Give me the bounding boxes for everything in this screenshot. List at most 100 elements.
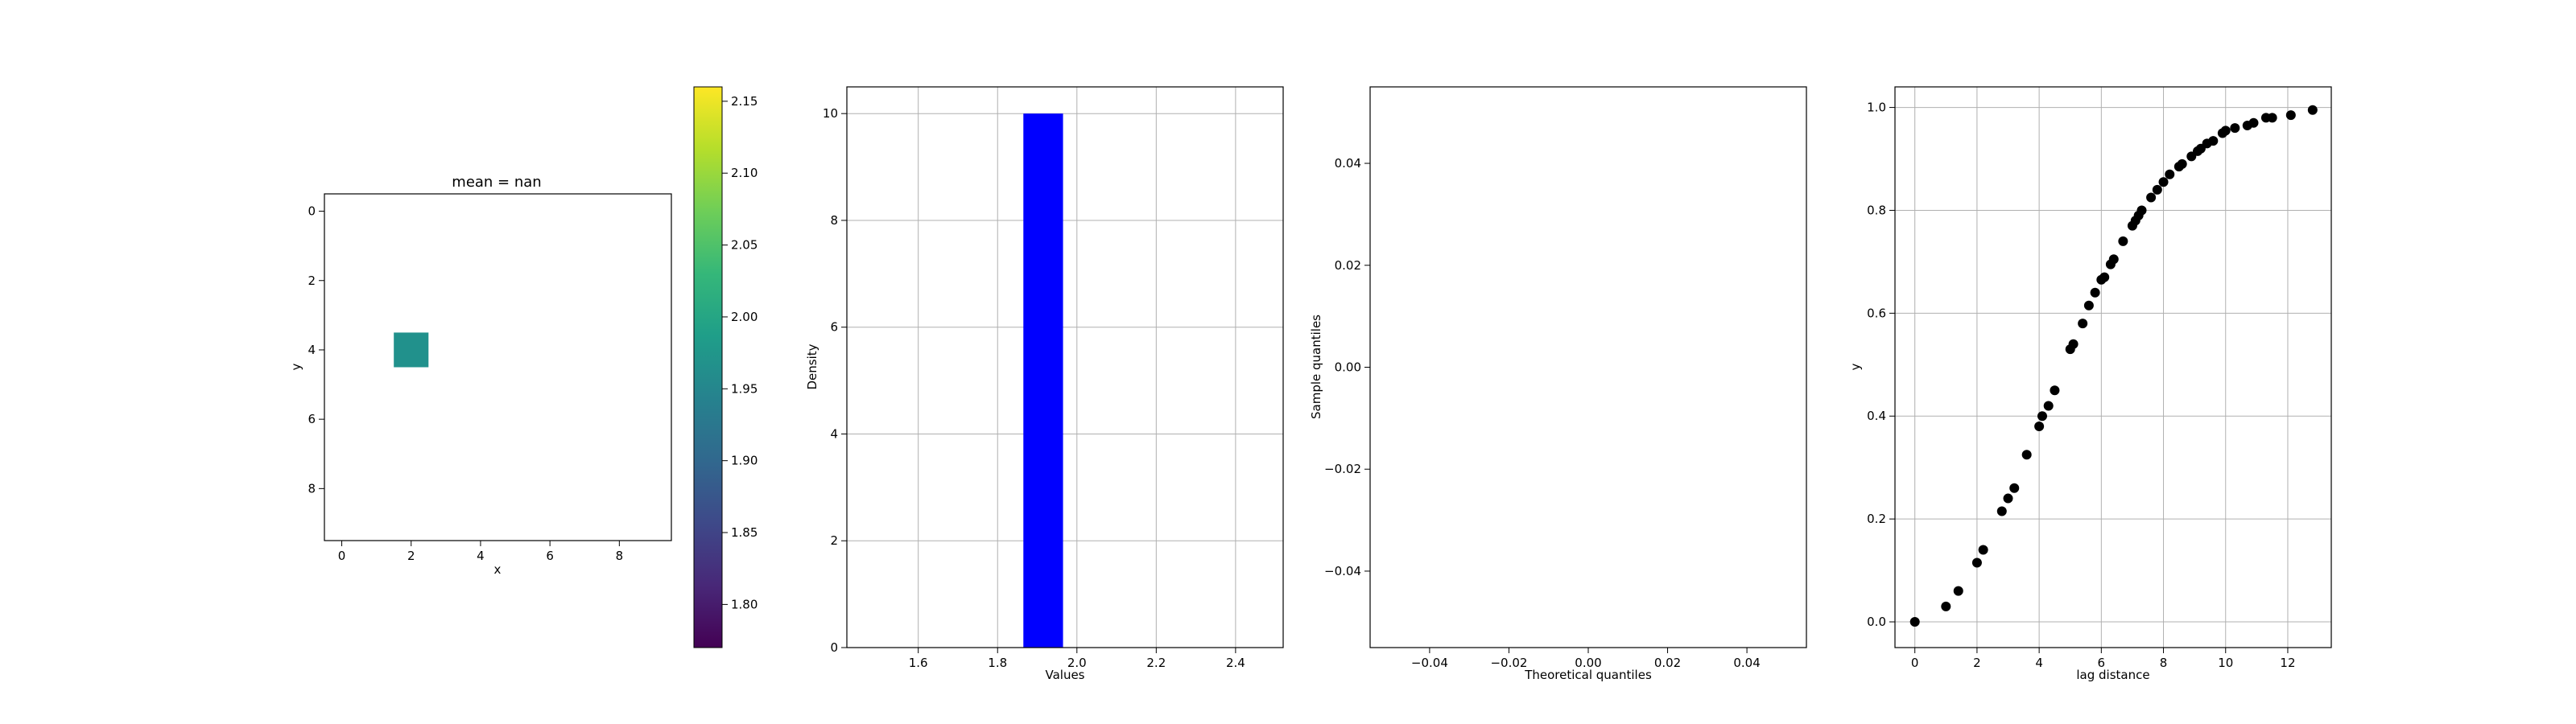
x-tick-label: −0.02 (1490, 656, 1527, 670)
x-tick-label: 6 (546, 549, 554, 563)
variogram-point (2083, 300, 2094, 311)
y-tick-label: 0.02 (1335, 258, 1361, 273)
variogram-point (2043, 401, 2054, 411)
heatmap-panel: mean = nan 0 2 4 6 8 0 2 4 6 8 x y (289, 174, 672, 577)
variogram-point (1978, 545, 1988, 555)
variogram-point (2208, 136, 2219, 146)
x-tick-label: 4 (477, 549, 485, 563)
colorbar-tick-label: 1.85 (731, 525, 758, 540)
y-tick-label: 0.4 (1867, 409, 1886, 423)
variogram-point (2267, 113, 2277, 123)
variogram-point (2118, 236, 2128, 246)
qq-xlabel: Theoretical quantiles (1524, 668, 1652, 682)
x-tick-label: 0.04 (1733, 656, 1760, 670)
x-tick-label: −0.04 (1411, 656, 1448, 670)
x-tick-label: 12 (2280, 656, 2295, 670)
y-tick-label: 8 (308, 481, 316, 496)
variogram-point (1953, 586, 1963, 596)
x-tick-label: 2.0 (1067, 656, 1087, 670)
colorbar-tick-label: 1.95 (731, 381, 758, 396)
variogram-ticks: 0 2 4 6 8 10 12 0.0 0.2 0.4 0.6 0.8 1.0 (1867, 101, 2295, 670)
y-tick-label: 0.04 (1335, 156, 1361, 171)
variogram-point (1996, 506, 2007, 516)
variogram-point (2136, 205, 2147, 216)
y-tick-label: 2 (830, 533, 838, 548)
variogram-point (2099, 272, 2110, 282)
variogram-point (2165, 169, 2175, 179)
x-tick-label: 1.8 (988, 656, 1007, 670)
y-tick-label: 0 (830, 640, 838, 655)
heatmap-ticks: 0 2 4 6 8 0 2 4 6 8 (308, 204, 623, 563)
histogram-xlabel: Values (1045, 668, 1084, 682)
colorbar-tick-label: 2.15 (731, 94, 758, 109)
variogram-point (1971, 557, 1982, 568)
y-tick-label: 4 (830, 426, 838, 441)
histogram-grid (847, 87, 1283, 648)
variogram-points (1909, 105, 2318, 627)
y-tick-label: 6 (308, 412, 316, 426)
x-tick-label: 2 (1973, 656, 1981, 670)
variogram-point (2108, 254, 2119, 265)
y-tick-label: −0.04 (1324, 564, 1361, 578)
heatmap-frame (324, 193, 672, 541)
variogram-point (2003, 493, 2013, 504)
x-tick-label: 0.00 (1575, 656, 1601, 670)
heatmap-cells (394, 332, 429, 368)
variogram-point (2037, 411, 2047, 422)
variogram-xlabel: lag distance (2076, 668, 2149, 682)
variogram-point (2078, 319, 2088, 329)
colorbar-tick-label: 2.10 (731, 166, 758, 180)
variogram-point (2050, 385, 2060, 396)
y-tick-label: −0.02 (1324, 462, 1361, 476)
variogram-point (2146, 192, 2157, 203)
y-tick-label: 4 (308, 343, 316, 357)
variogram-point (2307, 105, 2318, 115)
variogram-point (2177, 158, 2187, 169)
y-tick-label: 0.0 (1867, 615, 1886, 629)
y-tick-label: 0.8 (1867, 203, 1886, 217)
x-tick-label: 4 (2035, 656, 2043, 670)
variogram-ylabel: y (1848, 363, 1863, 370)
colorbar-tick-label: 2.00 (731, 310, 758, 324)
x-tick-label: 0.02 (1654, 656, 1681, 670)
y-tick-label: 2 (308, 274, 316, 288)
qq-frame (1369, 86, 1807, 648)
variogram-frame (1894, 86, 2332, 648)
heatmap-cell (394, 332, 429, 368)
variogram-point (2285, 110, 2296, 121)
variogram-point (2152, 184, 2162, 195)
variogram-point (2248, 117, 2259, 128)
variogram-point (2068, 339, 2079, 349)
colorbar-gradient (693, 86, 723, 648)
heatmap-title: mean = nan (452, 174, 541, 191)
variogram-grid (1895, 87, 2331, 648)
x-tick-label: 1.6 (909, 656, 928, 670)
variogram-point (2009, 483, 2020, 493)
colorbar-tick-label: 2.05 (731, 238, 758, 253)
qq-ticks: −0.04 −0.02 0.00 0.02 0.04 −0.04 −0.02 0.00 0.02… (1324, 156, 1761, 670)
variogram-point (2220, 125, 2231, 136)
variogram-point (2021, 450, 2032, 460)
y-tick-label: 0.6 (1867, 306, 1886, 320)
colorbar: 1.80 1.85 1.90 1.95 2.00 2.05 2.10 2.15 (693, 86, 758, 648)
heatmap-ylabel: y (289, 363, 303, 370)
variogram-panel: 0 2 4 6 8 10 12 0.0 0.2 0.4 0.6 0.8 1.0 lag distance… (1848, 86, 2332, 682)
y-tick-label: 6 (830, 320, 838, 335)
variogram-point (1909, 617, 1920, 627)
x-tick-label: 8 (2160, 656, 2168, 670)
colorbar-tick-label: 1.90 (731, 454, 758, 468)
x-tick-label: 2.4 (1226, 656, 1245, 670)
colorbar-tick-label: 1.80 (731, 597, 758, 611)
y-tick-label: 10 (823, 106, 838, 121)
histogram-bar (1023, 113, 1063, 648)
histogram-frame (846, 86, 1284, 648)
x-tick-label: 10 (2218, 656, 2233, 670)
histogram-ticks: 1.6 1.8 2.0 2.2 2.4 0 2 4 6 8 10 (823, 106, 1245, 670)
qq-ylabel: Sample quantiles (1309, 315, 1323, 419)
x-tick-label: 6 (2098, 656, 2106, 670)
histogram-panel: 1.6 1.8 2.0 2.2 2.4 0 2 4 6 8 10 Values Density (805, 86, 1284, 682)
x-tick-label: 2 (407, 549, 415, 563)
heatmap-xlabel: x (494, 562, 502, 577)
variogram-point (1941, 601, 1951, 611)
